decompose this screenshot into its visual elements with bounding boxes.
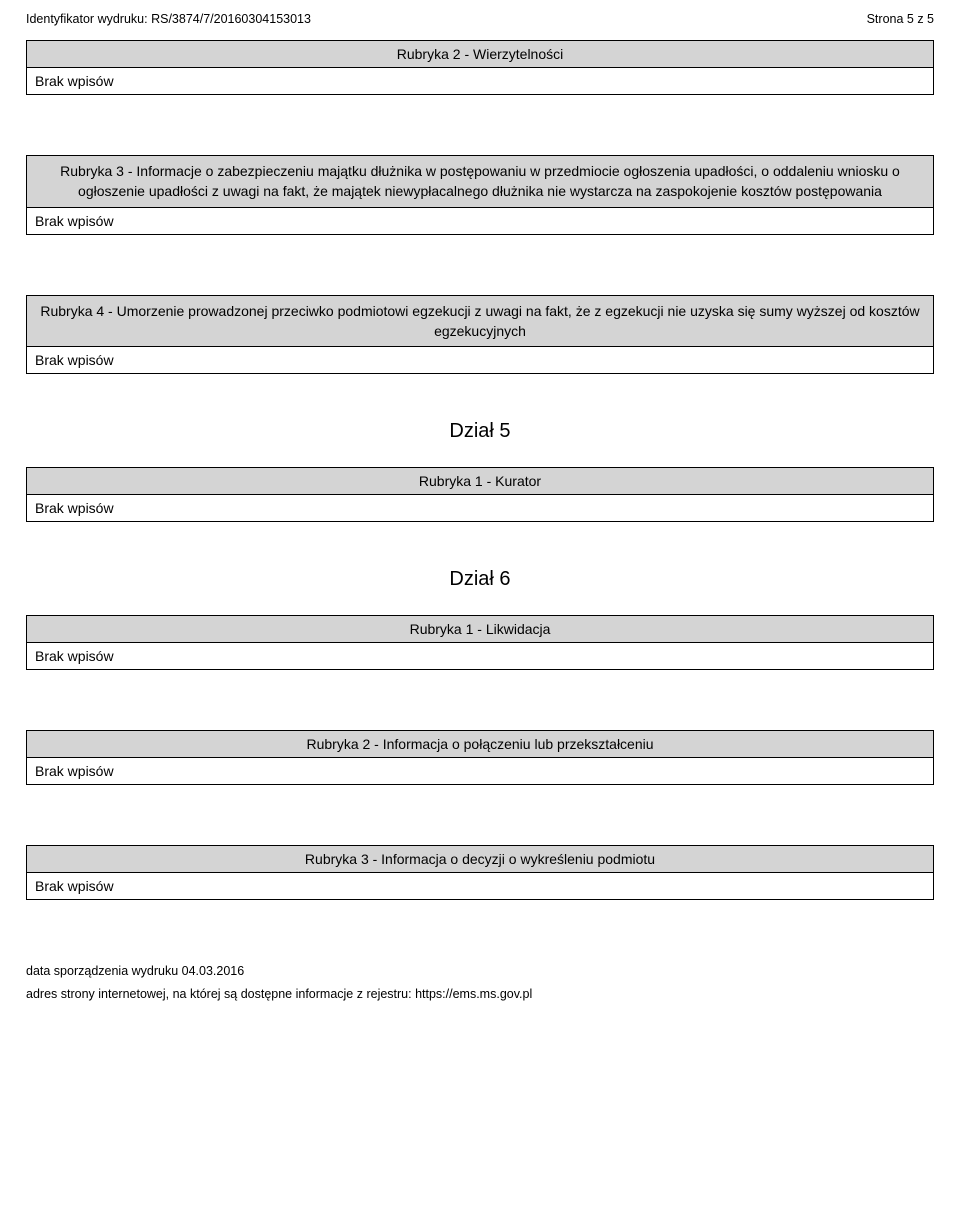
section-body: Brak wpisów [27,494,933,521]
section-box: Rubryka 4 - Umorzenie prowadzonej przeci… [26,295,934,375]
section-title: Rubryka 4 - Umorzenie prowadzonej przeci… [27,296,933,347]
section-rubryka-1-kurator: Rubryka 1 - Kurator Brak wpisów [26,467,934,522]
section-title: Rubryka 1 - Kurator [27,468,933,494]
section-box: Rubryka 3 - Informacje o zabezpieczeniu … [26,155,934,235]
section-box: Rubryka 2 - Wierzytelności Brak wpisów [26,40,934,95]
page: Identyfikator wydruku: RS/3874/7/2016030… [0,0,960,1025]
section-body: Brak wpisów [27,642,933,669]
section-rubryka-3-zabezpieczenie: Rubryka 3 - Informacje o zabezpieczeniu … [26,155,934,235]
page-header: Identyfikator wydruku: RS/3874/7/2016030… [26,12,934,26]
heading-dzial-5: Dział 5 [26,420,934,443]
section-rubryka-1-likwidacja: Rubryka 1 - Likwidacja Brak wpisów [26,615,934,670]
heading-dzial-6: Dział 6 [26,568,934,591]
section-rubryka-2-wierzytelnosci: Rubryka 2 - Wierzytelności Brak wpisów [26,40,934,95]
section-rubryka-3-wykreslenie: Rubryka 3 - Informacja o decyzji o wykre… [26,845,934,900]
section-body: Brak wpisów [27,757,933,784]
section-title: Rubryka 3 - Informacje o zabezpieczeniu … [27,156,933,207]
section-body: Brak wpisów [27,67,933,94]
section-box: Rubryka 3 - Informacja o decyzji o wykre… [26,845,934,900]
page-footer: data sporządzenia wydruku 04.03.2016 adr… [26,960,934,1005]
section-title: Rubryka 2 - Informacja o połączeniu lub … [27,731,933,757]
section-body: Brak wpisów [27,872,933,899]
section-rubryka-4-umorzenie: Rubryka 4 - Umorzenie prowadzonej przeci… [26,295,934,375]
footer-url: adres strony internetowej, na której są … [26,983,934,1006]
section-box: Rubryka 1 - Kurator Brak wpisów [26,467,934,522]
identifier-label: Identyfikator wydruku: [26,12,148,26]
identifier-value: RS/3874/7/20160304153013 [151,12,311,26]
section-rubryka-2-polaczenie: Rubryka 2 - Informacja o połączeniu lub … [26,730,934,785]
section-title: Rubryka 3 - Informacja o decyzji o wykre… [27,846,933,872]
section-box: Rubryka 2 - Informacja o połączeniu lub … [26,730,934,785]
footer-date: data sporządzenia wydruku 04.03.2016 [26,960,934,983]
print-identifier: Identyfikator wydruku: RS/3874/7/2016030… [26,12,311,26]
section-body: Brak wpisów [27,207,933,234]
section-title: Rubryka 1 - Likwidacja [27,616,933,642]
page-number: Strona 5 z 5 [867,12,934,26]
section-body: Brak wpisów [27,346,933,373]
section-title: Rubryka 2 - Wierzytelności [27,41,933,67]
section-box: Rubryka 1 - Likwidacja Brak wpisów [26,615,934,670]
